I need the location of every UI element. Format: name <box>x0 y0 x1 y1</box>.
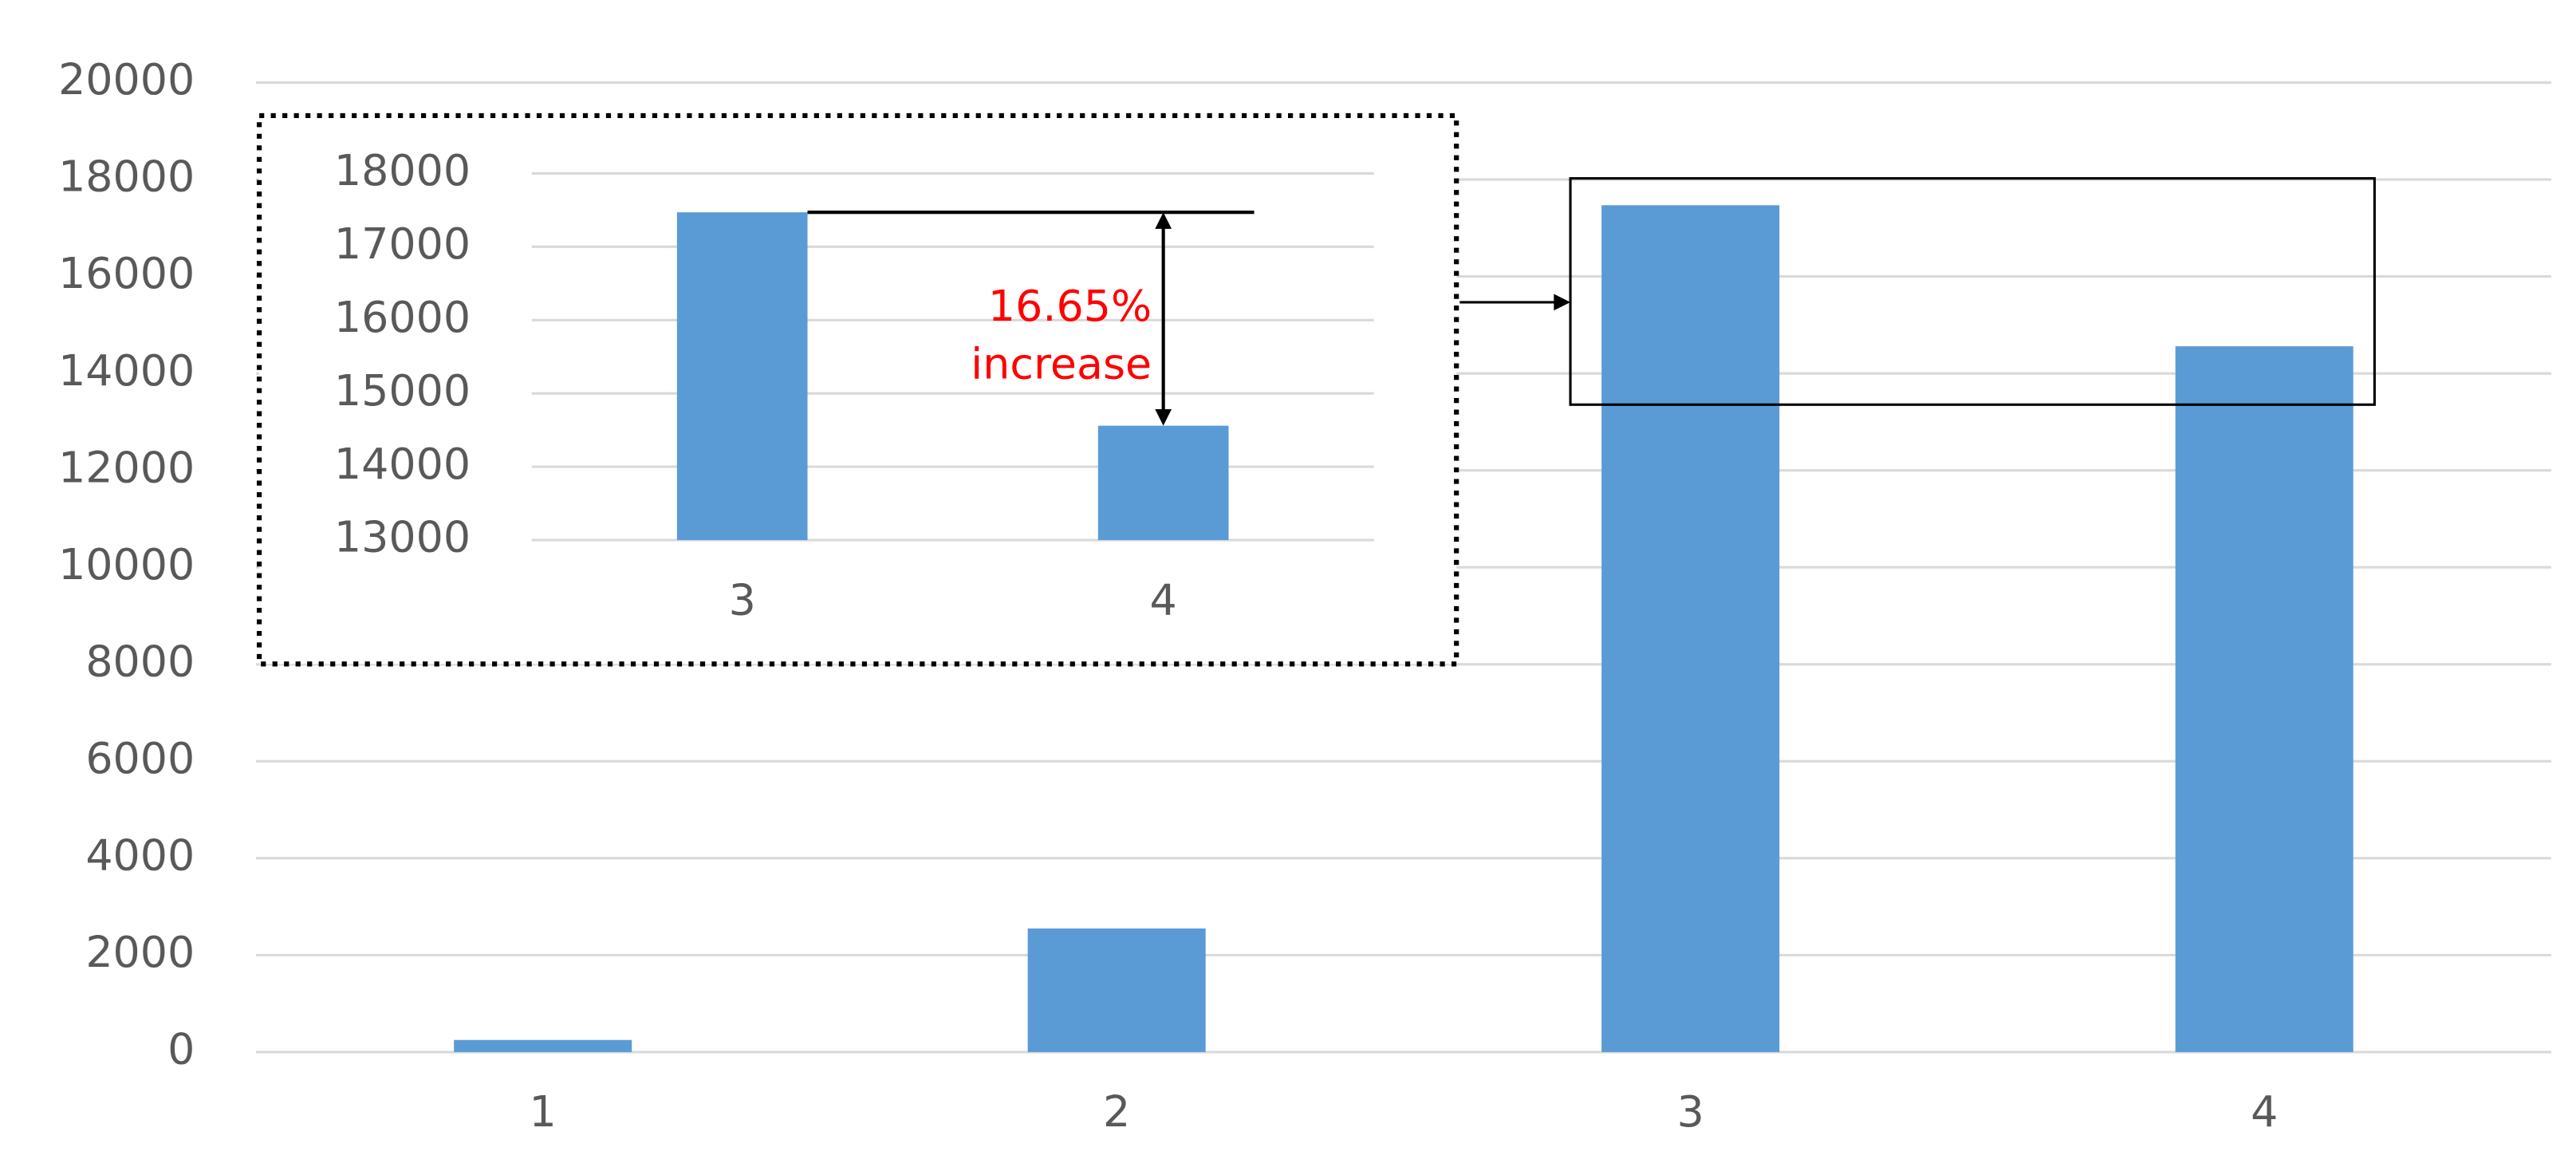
y-tick-label: 0 <box>167 1024 195 1074</box>
bar <box>1097 425 1229 541</box>
y-tick-label: 16000 <box>334 292 471 342</box>
zoom-box <box>1569 177 2376 406</box>
y-tick-label: 13000 <box>334 512 471 562</box>
bar <box>1601 205 1780 1052</box>
bar <box>676 212 808 541</box>
y-tick-label: 14000 <box>334 439 471 489</box>
annotation: increase <box>971 338 1152 388</box>
y-tick-label: 18000 <box>334 145 471 195</box>
zoom-arrow-head <box>1554 294 1571 311</box>
annotation: 16.65% <box>988 281 1152 331</box>
y-tick-label: 18000 <box>58 152 195 202</box>
x-tick-label: 1 <box>530 1086 557 1137</box>
y-tick-label: 8000 <box>85 636 195 686</box>
arrow-head <box>1155 408 1172 426</box>
y-tick-label: 12000 <box>58 442 195 492</box>
x-tick-label: 4 <box>2251 1086 2278 1137</box>
y-tick-label: 15000 <box>334 365 471 416</box>
y-tick-label: 4000 <box>85 830 195 880</box>
main-chart: 0 2000 4000 6000 8000 10000 12000 14000 16000 180… <box>58 54 2551 1137</box>
y-tick-label: 10000 <box>58 539 195 589</box>
bar <box>1027 928 1206 1052</box>
x-tick-label: 3 <box>1677 1086 1704 1137</box>
y-tick-label: 6000 <box>85 733 195 783</box>
x-tick-label: 2 <box>1103 1086 1130 1137</box>
inset-frame <box>256 112 1459 667</box>
inset-chart: 13000 14000 15000 16000 17000 18000 3 4 16.65% in… <box>334 145 1374 625</box>
arrow-head <box>1155 212 1172 229</box>
bar <box>2175 346 2353 1052</box>
y-tick-label: 20000 <box>58 54 195 104</box>
y-tick-label: 2000 <box>85 927 195 977</box>
x-tick-label: 4 <box>1150 574 1177 625</box>
y-tick-label: 17000 <box>334 219 471 269</box>
bar <box>454 1039 632 1052</box>
x-tick-label: 3 <box>729 574 756 625</box>
y-tick-label: 16000 <box>58 248 195 298</box>
y-tick-label: 14000 <box>58 345 195 396</box>
